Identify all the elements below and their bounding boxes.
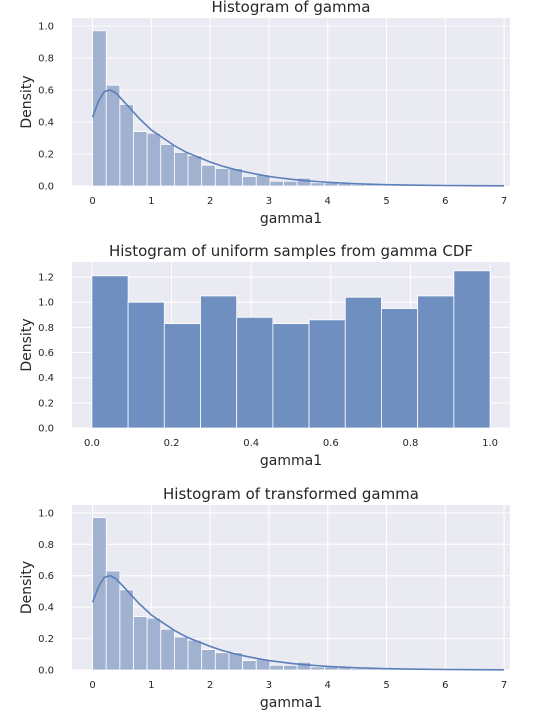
x-tick-label: 7 — [501, 196, 507, 207]
histogram-bar — [201, 164, 216, 187]
x-tick-label: 5 — [383, 680, 389, 691]
histogram-bar — [381, 308, 419, 429]
histogram-bar — [310, 182, 325, 187]
histogram-bar — [160, 628, 175, 671]
y-tick-label: 0.4 — [38, 373, 54, 384]
histogram-bar — [242, 660, 257, 671]
histogram-bar — [236, 316, 274, 429]
y-axis-label: Density — [19, 561, 35, 614]
histogram-bar — [174, 151, 189, 187]
x-tick-label: 1.0 — [482, 438, 498, 449]
histogram-bar — [214, 652, 230, 671]
y-tick-label: 0.8 — [38, 54, 54, 65]
x-axis-label: gamma1 — [260, 453, 322, 469]
x-tick-label: 0.0 — [84, 438, 100, 449]
x-tick-label: 5 — [383, 196, 389, 207]
histogram-bar — [146, 617, 162, 671]
histogram-bar — [163, 323, 201, 429]
y-tick-label: 0.0 — [38, 182, 54, 193]
histogram-bar — [296, 177, 312, 187]
x-tick-label: 4 — [325, 680, 331, 691]
histogram-bar — [201, 649, 216, 671]
chart-panel-3: 0 1 2 3 4 5 6 7 0.0 0.2 0.4 0.6 0.8 1.0 Histogram of t… — [19, 485, 510, 711]
histogram-bar — [269, 664, 284, 671]
histogram-bar — [133, 131, 148, 187]
x-tick-label: 1 — [148, 680, 154, 691]
histogram-bar — [160, 143, 175, 187]
y-axis-label: Density — [19, 318, 35, 371]
y-tick-label: 0.6 — [38, 571, 54, 582]
histogram-bar — [200, 295, 238, 429]
histogram-bar — [417, 295, 455, 429]
chart-title: Histogram of transformed gamma — [163, 485, 419, 503]
x-tick-label: 4 — [325, 196, 331, 207]
x-tick-label: 0.6 — [323, 438, 339, 449]
histogram-bar — [92, 30, 107, 187]
x-tick-label: 2 — [207, 680, 213, 691]
chart-title: Histogram of uniform samples from gamma … — [109, 242, 473, 260]
y-tick-label: 1.2 — [38, 273, 54, 284]
y-tick-label: 0.0 — [38, 424, 54, 435]
y-axis-label: Density — [19, 75, 35, 128]
histogram-bar — [453, 270, 491, 429]
y-tick-label: 0.0 — [38, 666, 54, 677]
histogram-bar — [187, 155, 203, 187]
histogram-bar — [174, 636, 189, 671]
x-tick-label: 6 — [442, 196, 448, 207]
y-tick-label: 0.2 — [38, 398, 54, 409]
x-tick-label: 0 — [89, 196, 95, 207]
histogram-bar — [91, 275, 129, 429]
histogram-bar — [146, 132, 162, 187]
histogram-bar — [242, 175, 257, 187]
x-tick-label: 2 — [207, 196, 213, 207]
histogram-bar — [308, 319, 346, 429]
y-tick-label: 0.2 — [38, 150, 54, 161]
x-tick-label: 6 — [442, 680, 448, 691]
x-tick-label: 7 — [501, 680, 507, 691]
histogram-bar — [105, 570, 121, 671]
histogram-bar — [283, 180, 298, 187]
histogram-bar — [119, 104, 134, 187]
chart-title: Histogram of gamma — [212, 0, 371, 16]
x-axis-label: gamma1 — [260, 695, 322, 711]
histogram-bar — [214, 167, 230, 187]
x-tick-label: 3 — [266, 196, 272, 207]
histogram-bar — [344, 296, 382, 429]
y-tick-label: 1.0 — [38, 298, 54, 309]
histogram-bar — [310, 666, 325, 671]
kde-line — [91, 574, 505, 671]
y-tick-label: 0.4 — [38, 603, 54, 614]
x-tick-label: 0 — [89, 680, 95, 691]
y-tick-label: 0.8 — [38, 540, 54, 551]
histogram-bar — [127, 301, 165, 429]
y-tick-label: 1.0 — [38, 508, 54, 519]
histogram-bar — [283, 664, 298, 671]
x-tick-label: 3 — [266, 680, 272, 691]
histogram-bar — [269, 180, 284, 187]
histogram-bar — [296, 661, 312, 671]
x-tick-label: 0.8 — [403, 438, 419, 449]
histogram-bar — [105, 84, 121, 187]
y-tick-label: 0.4 — [38, 118, 54, 129]
histogram-bar — [272, 323, 310, 429]
y-tick-label: 0.6 — [38, 348, 54, 359]
y-tick-label: 0.2 — [38, 634, 54, 645]
y-tick-label: 0.6 — [38, 86, 54, 97]
x-tick-label: 0.2 — [164, 438, 180, 449]
histogram-bar — [133, 616, 148, 671]
kde-line — [91, 89, 505, 187]
y-tick-label: 1.0 — [38, 22, 54, 33]
chart-panel-1: 0 1 2 3 4 5 6 7 0.0 0.2 0.4 0.6 0.8 1.0 Histogram of g… — [19, 0, 510, 227]
chart-panel-2: 0.0 0.2 0.4 0.6 0.8 1.0 0.0 0.2 0.4 0.6 0.8 1.0 1.2 H… — [19, 242, 510, 469]
x-axis-label: gamma1 — [260, 211, 322, 227]
histogram-bar — [187, 639, 203, 671]
x-tick-label: 1 — [148, 196, 154, 207]
y-tick-label: 0.8 — [38, 323, 54, 334]
histogram-bar — [92, 517, 107, 671]
histogram-bar — [119, 589, 134, 671]
x-tick-label: 0.4 — [243, 438, 259, 449]
